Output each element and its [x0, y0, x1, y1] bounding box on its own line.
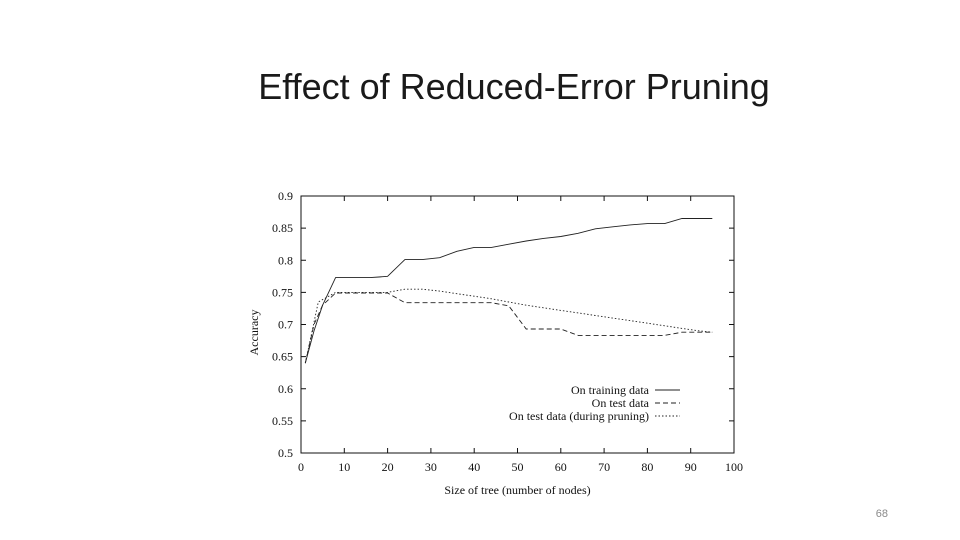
x-tick-label: 60	[555, 460, 567, 474]
series-line-solid	[304, 218, 713, 364]
x-axis-label: Size of tree (number of nodes)	[444, 483, 590, 497]
x-tick-label: 20	[382, 460, 394, 474]
x-tick-label: 30	[425, 460, 437, 474]
legend-label: On test data (during pruning)	[509, 409, 649, 423]
y-tick-label: 0.5	[278, 446, 293, 460]
x-tick-label: 100	[725, 460, 743, 474]
y-tick-label: 0.9	[278, 189, 293, 203]
legend-label: On training data	[571, 383, 650, 397]
legend-label: On test data	[592, 396, 650, 410]
y-axis-label: Accuracy	[247, 310, 261, 356]
x-tick-label: 50	[512, 460, 524, 474]
y-tick-label: 0.65	[272, 350, 293, 364]
x-tick-label: 70	[598, 460, 610, 474]
slide-number: 68	[875, 508, 888, 520]
y-tick-label: 0.55	[272, 414, 293, 428]
y-tick-label: 0.8	[278, 253, 293, 267]
y-tick-label: 0.6	[278, 382, 293, 396]
y-tick-label: 0.75	[272, 285, 293, 299]
x-tick-label: 10	[338, 460, 350, 474]
x-tick-label: 0	[298, 460, 304, 474]
x-tick-label: 40	[468, 460, 480, 474]
x-tick-label: 80	[641, 460, 653, 474]
series-line-dashed	[304, 292, 713, 364]
y-tick-label: 0.7	[278, 318, 293, 332]
x-tick-label: 90	[685, 460, 697, 474]
y-tick-label: 0.85	[272, 221, 293, 235]
series-line-dotted	[304, 288, 713, 364]
slide-title: Effect of Reduced-Error Pruning	[258, 66, 770, 107]
plot-frame	[300, 195, 735, 454]
